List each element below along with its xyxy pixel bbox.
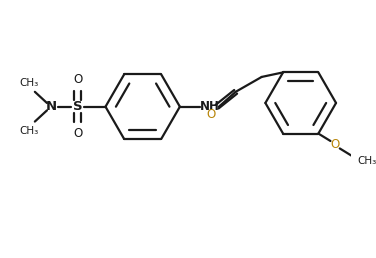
Text: O: O	[207, 108, 216, 121]
Text: S: S	[73, 100, 82, 113]
Text: O: O	[73, 73, 82, 86]
Text: CH₃: CH₃	[358, 156, 376, 166]
Text: NH: NH	[200, 100, 220, 113]
Text: N: N	[46, 100, 57, 113]
Text: O: O	[331, 138, 340, 151]
Text: CH₃: CH₃	[20, 126, 39, 136]
Text: O: O	[73, 127, 82, 140]
Text: CH₃: CH₃	[20, 77, 39, 87]
